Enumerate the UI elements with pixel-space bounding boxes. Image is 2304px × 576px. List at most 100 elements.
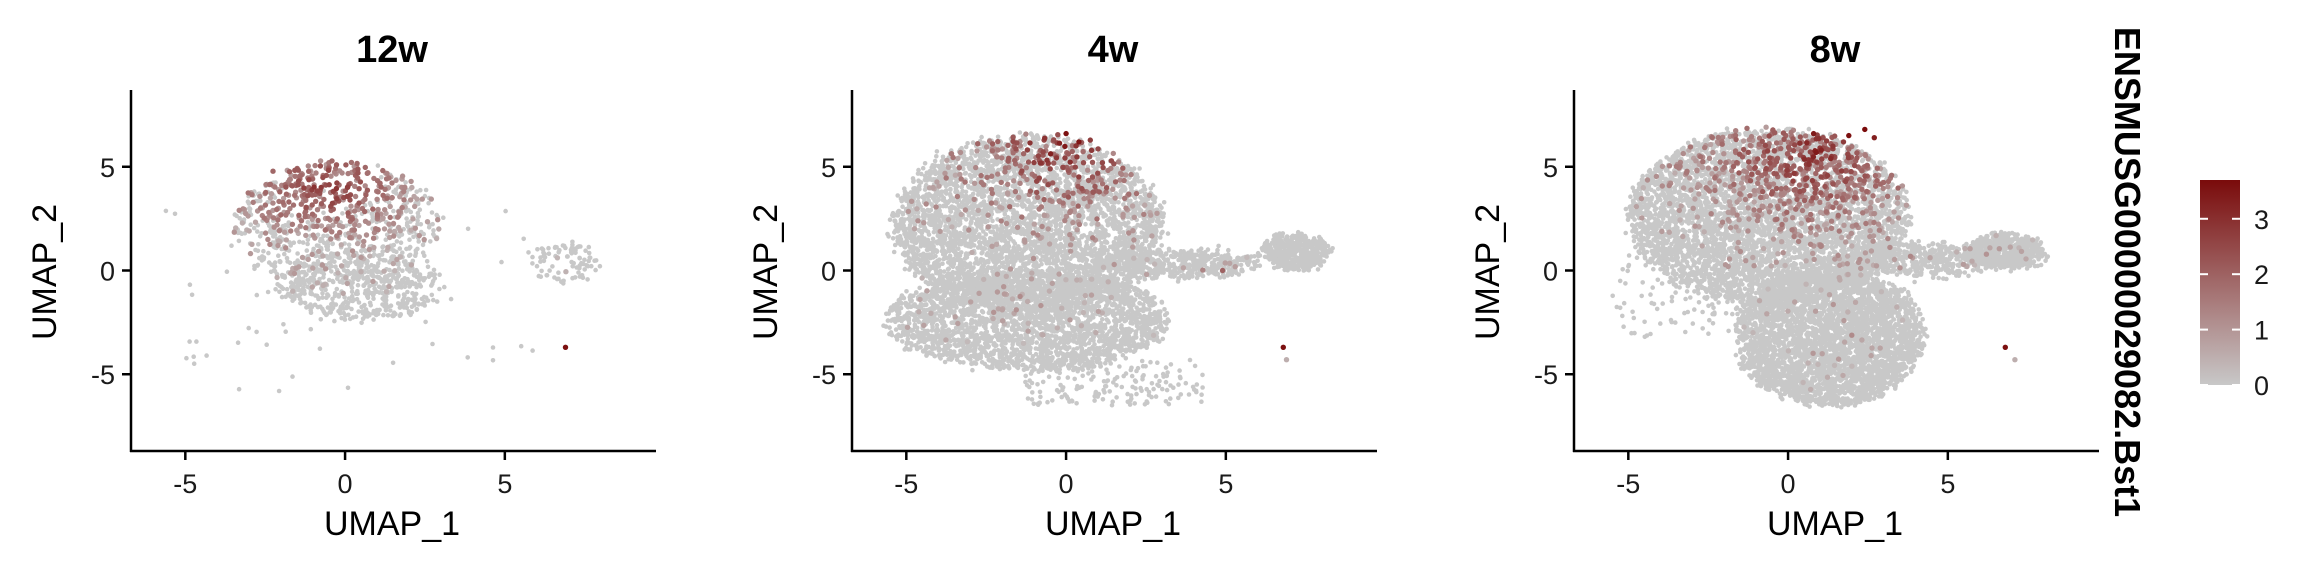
- data-point: [383, 308, 389, 313]
- data-point: [925, 260, 930, 265]
- data-point-expressed: [562, 344, 569, 350]
- data-point: [977, 239, 982, 245]
- data-point: [355, 282, 361, 288]
- data-point: [407, 237, 412, 242]
- data-point-expressed: [336, 222, 342, 229]
- data-point: [1116, 200, 1121, 205]
- data-point-expressed: [351, 252, 357, 259]
- data-point: [914, 261, 920, 267]
- data-point: [324, 254, 330, 259]
- data-point: [344, 269, 349, 274]
- data-point: [375, 263, 380, 269]
- data-point-expressed: [281, 229, 288, 235]
- data-point: [295, 286, 301, 291]
- data-point-expressed: [343, 162, 349, 168]
- data-point: [398, 312, 403, 318]
- data-point: [293, 279, 299, 284]
- data-point: [379, 175, 384, 180]
- data-point: [272, 269, 278, 274]
- data-point: [318, 304, 323, 310]
- data-point-expressed: [265, 236, 271, 243]
- data-point: [530, 261, 535, 266]
- data-point: [399, 232, 405, 237]
- data-point: [194, 339, 199, 344]
- data-point-expressed: [329, 229, 335, 235]
- data-point: [330, 241, 335, 247]
- data-point-expressed: [339, 170, 345, 176]
- data-point-expressed: [309, 211, 316, 217]
- data-point: [556, 270, 561, 276]
- data-point: [305, 220, 311, 225]
- data-point: [947, 253, 953, 259]
- data-point: [1036, 249, 1042, 254]
- data-point: [1074, 250, 1080, 256]
- data-point: [900, 251, 906, 257]
- data-point: [259, 231, 264, 236]
- data-point: [918, 241, 924, 246]
- data-point: [295, 251, 300, 256]
- data-point: [417, 207, 423, 212]
- x-tick-label: 5: [497, 469, 512, 499]
- data-point: [1152, 195, 1158, 200]
- data-point: [553, 244, 558, 250]
- data-point: [969, 150, 975, 156]
- data-point-expressed: [352, 231, 358, 238]
- data-point: [503, 208, 508, 214]
- data-point-expressed: [374, 212, 380, 218]
- data-point-expressed: [358, 254, 364, 261]
- data-point: [280, 286, 286, 292]
- data-point-expressed: [303, 232, 309, 239]
- data-point: [365, 276, 371, 282]
- data-point: [321, 210, 326, 216]
- data-point: [308, 291, 314, 297]
- data-point: [396, 266, 402, 272]
- data-point: [371, 296, 376, 302]
- data-point: [991, 255, 997, 260]
- data-point-expressed: [385, 244, 391, 250]
- data-point: [561, 243, 567, 249]
- data-point: [245, 199, 251, 204]
- data-point-expressed: [383, 176, 390, 182]
- data-point: [400, 268, 405, 274]
- data-point: [1049, 212, 1055, 218]
- data-point: [903, 259, 909, 264]
- data-point-expressed: [387, 214, 393, 221]
- data-point-expressed: [252, 219, 259, 225]
- data-point-expressed: [370, 206, 376, 212]
- data-point: [324, 312, 330, 317]
- data-point: [1117, 234, 1123, 240]
- data-point-expressed: [334, 196, 340, 202]
- data-point: [415, 246, 420, 252]
- data-point: [321, 275, 326, 280]
- data-point: [931, 276, 936, 281]
- data-point: [585, 277, 590, 282]
- data-point: [920, 237, 926, 242]
- data-point: [267, 229, 273, 234]
- data-point-expressed: [371, 244, 377, 251]
- data-point-expressed: [242, 210, 249, 217]
- data-point-expressed: [356, 222, 362, 229]
- data-point: [490, 358, 496, 363]
- data-point-expressed: [322, 266, 329, 272]
- data-point: [441, 215, 446, 220]
- data-point: [442, 284, 447, 290]
- data-point: [951, 261, 957, 267]
- data-point: [350, 280, 355, 285]
- data-point: [405, 289, 410, 295]
- data-point: [426, 200, 431, 206]
- data-point: [275, 282, 280, 287]
- data-point: [276, 253, 281, 258]
- data-point-expressed: [352, 193, 359, 200]
- data-point: [550, 264, 555, 269]
- data-point-expressed: [435, 217, 441, 223]
- data-point: [534, 263, 540, 269]
- panel-12w: 12w -5 0 550-5 UMAP_1 UMAP_2: [26, 29, 656, 543]
- data-point-expressed: [314, 280, 321, 286]
- data-point-expressed: [231, 229, 237, 235]
- data-point: [981, 194, 986, 199]
- data-point: [318, 317, 324, 322]
- data-point: [926, 191, 932, 197]
- data-point: [897, 237, 902, 243]
- data-point-expressed: [262, 230, 269, 236]
